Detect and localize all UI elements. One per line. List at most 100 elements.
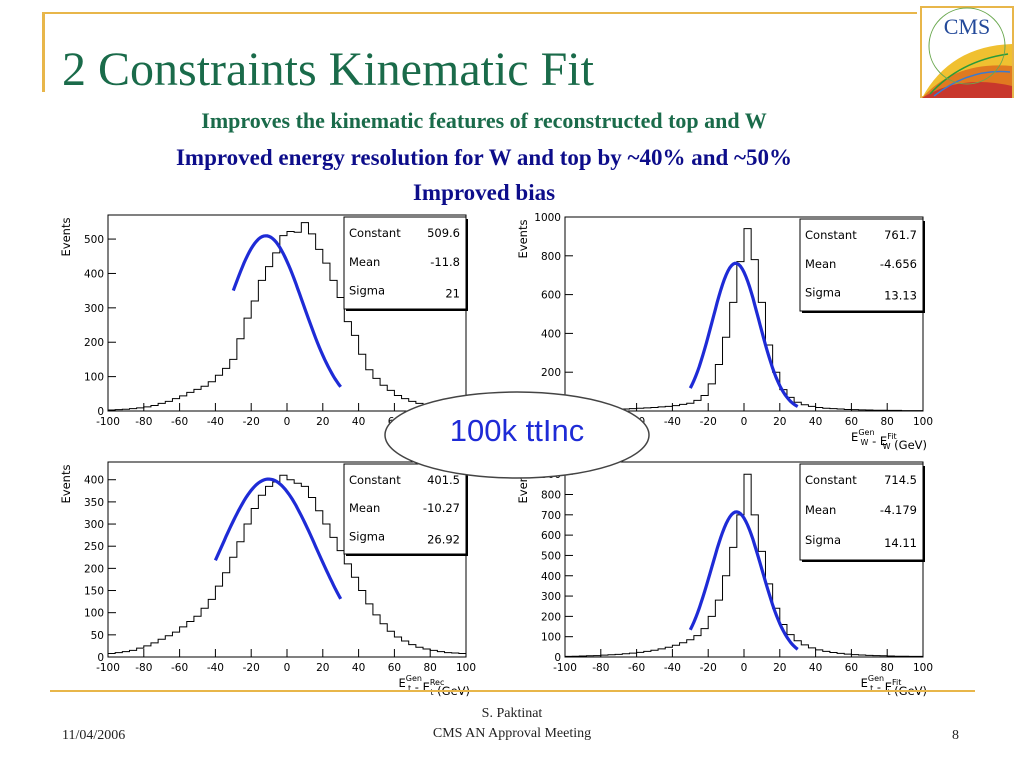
x-tick-label: 80 <box>424 662 437 674</box>
gaussian-fit-curve <box>231 234 342 388</box>
y-tick-label: 300 <box>541 591 561 603</box>
y-tick-label: 0 <box>97 652 104 664</box>
accent-bar-top <box>42 12 917 14</box>
x-tick-label: 0 <box>741 416 748 428</box>
stats-value: 401.5 <box>427 473 460 487</box>
stats-box <box>343 216 467 310</box>
y-tick-label: 0 <box>97 406 104 418</box>
y-axis-label: Events <box>516 220 530 259</box>
y-tick-label: 100 <box>84 608 104 620</box>
stats-label: Sigma <box>349 284 385 298</box>
footer-date: 11/04/2006 <box>62 728 126 743</box>
stats-value: 714.5 <box>884 473 917 487</box>
subtitle-bias: Improved bias <box>0 180 968 206</box>
y-tick-label: 400 <box>84 475 104 487</box>
stats-label: Sigma <box>349 529 385 543</box>
y-tick-label: 200 <box>541 367 561 379</box>
y-tick-label: 500 <box>84 234 104 246</box>
x-tick-label: -20 <box>700 662 717 674</box>
x-tick-label: 20 <box>316 416 329 428</box>
gaussian-fit-curve <box>688 510 799 651</box>
x-tick-label: 60 <box>845 416 858 428</box>
stats-value: -4.179 <box>880 503 917 517</box>
footer-rule <box>50 690 975 692</box>
y-tick-label: 400 <box>541 571 561 583</box>
y-tick-label: 150 <box>84 586 104 598</box>
footer-meeting: CMS AN Approval Meeting <box>432 726 592 741</box>
x-tick-label: -40 <box>664 662 681 674</box>
stats-value: 21 <box>445 287 460 301</box>
gaussian-fit-curve <box>213 477 343 600</box>
x-tick-label: 100 <box>456 662 476 674</box>
stats-value: -10.27 <box>423 501 460 515</box>
y-tick-label: 500 <box>541 550 561 562</box>
stats-value: 26.92 <box>427 532 460 546</box>
stats-value: 14.11 <box>884 536 917 550</box>
stats-box <box>343 463 467 555</box>
stats-box <box>799 463 924 561</box>
stats-value: -11.8 <box>430 255 460 269</box>
y-tick-label: 100 <box>84 372 104 384</box>
stats-value: 761.7 <box>884 228 917 242</box>
x-tick-label: -40 <box>207 662 224 674</box>
stats-label: Constant <box>805 228 857 242</box>
footer-page-number: 8 <box>952 728 959 743</box>
slide-title: 2 Constraints Kinematic Fit <box>62 43 594 96</box>
callout-ellipse <box>384 391 650 479</box>
y-tick-label: 600 <box>541 290 561 302</box>
y-tick-label: 400 <box>84 268 104 280</box>
stats-label: Sigma <box>805 286 841 300</box>
x-tick-label: 80 <box>881 416 894 428</box>
y-tick-label: 50 <box>91 630 104 642</box>
y-axis-label: Events <box>59 218 73 257</box>
stats-label: Constant <box>805 473 857 487</box>
stats-value: -4.656 <box>880 257 917 271</box>
x-tick-label: -60 <box>628 662 645 674</box>
y-axis-label: Events <box>59 465 73 504</box>
y-tick-label: 350 <box>84 497 104 509</box>
y-tick-label: 200 <box>84 563 104 575</box>
x-tick-label: -100 <box>96 662 120 674</box>
x-tick-label: -100 <box>553 662 577 674</box>
x-tick-label: -20 <box>243 662 260 674</box>
x-tick-label: -40 <box>207 416 224 428</box>
footer-author: S. Paktinat <box>481 706 543 721</box>
x-tick-label: -60 <box>171 416 188 428</box>
stats-label: Constant <box>349 226 401 240</box>
histogram-line <box>107 474 467 657</box>
x-tick-label: -80 <box>592 662 609 674</box>
x-axis-label: EGen W - EFit W (GeV) <box>851 428 927 452</box>
x-tick-label: 0 <box>284 416 291 428</box>
y-tick-label: 200 <box>84 337 104 349</box>
histogram-line <box>107 222 467 411</box>
stats-label: Mean <box>805 257 836 271</box>
x-tick-label: -20 <box>700 416 717 428</box>
stats-label: Constant <box>349 473 401 487</box>
subtitle-resolution: Improved energy resolution for W and top… <box>0 145 968 171</box>
x-tick-label: -80 <box>135 662 152 674</box>
stats-value: 13.13 <box>884 289 917 303</box>
x-tick-label: 40 <box>809 416 822 428</box>
y-tick-label: 700 <box>541 510 561 522</box>
x-tick-label: 100 <box>913 416 933 428</box>
x-tick-label: -80 <box>135 416 152 428</box>
x-tick-label: 20 <box>316 662 329 674</box>
y-tick-label: 250 <box>84 541 104 553</box>
y-tick-label: 0 <box>554 652 561 664</box>
y-tick-label: 800 <box>541 251 561 263</box>
x-tick-label: 0 <box>741 662 748 674</box>
y-tick-label: 800 <box>541 490 561 502</box>
cms-logo: CMS <box>920 6 1014 98</box>
x-tick-label: 80 <box>881 662 894 674</box>
x-tick-label: 60 <box>388 662 401 674</box>
accent-bar-vertical <box>42 12 45 92</box>
y-tick-label: 200 <box>541 611 561 623</box>
y-tick-label: 300 <box>84 519 104 531</box>
histogram-panels: 0100200300400500-100-80-60-40-200204060E… <box>59 212 933 698</box>
x-tick-label: 100 <box>913 662 933 674</box>
stats-label: Mean <box>349 255 380 269</box>
callout-text: 100k ttInc <box>449 413 585 448</box>
x-tick-label: 40 <box>809 662 822 674</box>
